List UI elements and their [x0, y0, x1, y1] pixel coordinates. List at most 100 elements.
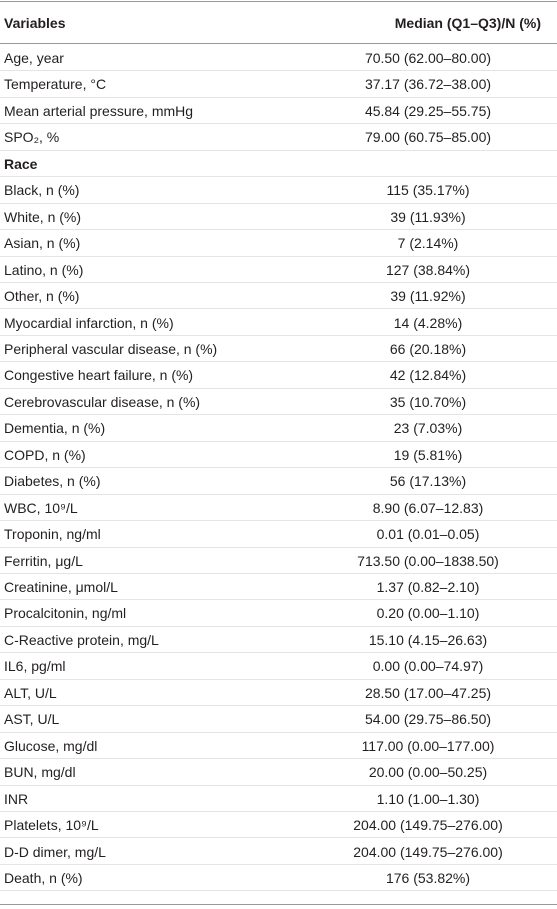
table-row: Procalcitonin, ng/ml 0.20 (0.00–1.10) [0, 599, 557, 627]
variable-cell: Troponin, ng/ml [4, 526, 101, 543]
table-row: Creatinine, μmol/L 1.37 (0.82–2.10) [0, 573, 557, 601]
table-row: Troponin, ng/ml 0.01 (0.01–0.05) [0, 520, 557, 548]
header-row: Variables Median (Q1–Q3)/N (%) [0, 2, 557, 44]
table-row: Ferritin, μg/L 713.50 (0.00–1838.50) [0, 547, 557, 574]
variable-cell: IL6, pg/ml [4, 658, 66, 675]
value-cell: 54.00 (29.75–86.50) [364, 711, 492, 728]
variable-cell: Mean arterial pressure, mmHg [4, 102, 194, 119]
variable-cell: Congestive heart failure, n (%) [4, 367, 194, 384]
value-cell: 1.37 (0.82–2.10) [376, 579, 480, 595]
header-cell: Median (Q1–Q3)/N (%) [394, 15, 541, 31]
table-row: Death, n (%) 176 (53.82%) [0, 864, 557, 892]
variable-cell: Platelets, 10⁹/L [4, 817, 99, 834]
variable-cell: Myocardial infarction, n (%) [4, 314, 174, 331]
value-cell: 56 (17.13%) [389, 473, 467, 490]
variable-cell: Creatinine, μmol/L [4, 579, 118, 595]
group-row: Race [0, 150, 557, 178]
value-cell: 0.01 (0.01–0.05) [376, 526, 480, 543]
value-cell: 8.90 (6.07–12.83) [372, 499, 484, 516]
value-cell: 45.84 (29.25–55.75) [364, 102, 492, 119]
table-row: IL6, pg/ml 0.00 (0.00–74.97) [0, 652, 557, 680]
value-cell: 19 (5.81%) [393, 446, 463, 463]
rule [0, 1, 557, 2]
table-row: AST, U/L 54.00 (29.75–86.50) [0, 705, 557, 733]
variable-cell: Asian, n (%) [4, 235, 81, 252]
value-cell: 20.00 (0.00–50.25) [368, 764, 488, 781]
variable-cell: Other, n (%) [4, 288, 80, 305]
variable-cell: Dementia, n (%) [4, 420, 106, 437]
variable-cell: Ferritin, μg/L [4, 552, 83, 569]
table-row: Platelets, 10⁹/L 204.00 (149.75–276.00) [0, 811, 557, 839]
table-row: Temperature, °C 37.17 (36.72–38.00) [0, 70, 557, 98]
table-row: Latino, n (%) 127 (38.84%) [0, 256, 557, 284]
value-cell: 204.00 (149.75–276.00) [353, 843, 503, 860]
value-cell: 37.17 (36.72–38.00) [364, 76, 492, 93]
variable-cell: BUN, mg/dl [4, 764, 76, 781]
table-row: White, n (%) 39 (11.93%) [0, 203, 557, 231]
value-cell: 713.50 (0.00–1838.50) [357, 552, 499, 569]
value-cell: 39 (11.92%) [390, 288, 466, 305]
table-row: Asian, n (%) 7 (2.14%) [0, 229, 557, 257]
variable-cell: Age, year [4, 50, 64, 66]
variable-cell: D-D dimer, mg/L [4, 843, 106, 860]
table-row: Dementia, n (%) 23 (7.03%) [0, 414, 557, 442]
table-row: C-Reactive protein, mg/L 15.10 (4.15–26.6… [0, 626, 557, 654]
table-row: Congestive heart failure, n (%) 42 (12.84… [0, 361, 557, 389]
variable-cell: Death, n (%) [4, 869, 83, 886]
table-row: INR 1.10 (1.00–1.30) [0, 785, 557, 813]
variable-cell: SPO₂, % [4, 129, 60, 146]
value-cell: 117.00 (0.00–177.00) [361, 737, 495, 754]
table-row: Other, n (%) 39 (11.92%) [0, 282, 557, 310]
table-row: Cerebrovascular disease, n (%) 35 (10.70%… [0, 388, 557, 416]
value-cell: 23 (7.03%) [393, 420, 463, 437]
value-cell: 42 (12.84%) [389, 367, 467, 384]
value-cell: 70.50 (62.00–80.00) [364, 50, 492, 66]
value-cell: 127 (38.84%) [385, 261, 471, 278]
table-row: Peripheral vascular disease, n (%) 66 (20… [0, 335, 557, 363]
variable-cell: Temperature, °C [4, 76, 107, 93]
variable-cell: Latino, n (%) [4, 261, 84, 278]
value-cell: 14 (4.28%) [393, 314, 463, 331]
table-row: BUN, mg/dl 20.00 (0.00–50.25) [0, 758, 557, 786]
value-cell: 66 (20.18%) [389, 340, 467, 357]
variable-cell: Black, n (%) [4, 182, 80, 199]
value-cell: 176 (53.82%) [385, 869, 471, 886]
variable-cell: Glucose, mg/dl [4, 737, 98, 754]
variable-cell: C-Reactive protein, mg/L [4, 631, 159, 648]
value-cell: 204.00 (149.75–276.00) [353, 817, 503, 834]
variable-cell: COPD, n (%) [4, 446, 86, 463]
value-cell: 15.10 (4.15–26.63) [368, 631, 488, 648]
table-row: Myocardial infarction, n (%) 14 (4.28%) [0, 309, 557, 336]
variable-cell: Diabetes, n (%) [4, 473, 101, 490]
value-cell: 28.50 (17.00–47.25) [364, 684, 492, 701]
value-cell: 115 (35.17%) [386, 182, 470, 199]
variable-cell: INR [4, 790, 29, 807]
value-cell: 39 (11.93%) [390, 208, 466, 225]
table-row: D-D dimer, mg/L 204.00 (149.75–276.00) [0, 838, 557, 865]
table-row: SPO₂, % 79.00 (60.75–85.00) [0, 123, 557, 151]
variable-cell: Cerebrovascular disease, n (%) [4, 393, 201, 410]
table-row: Black, n (%) 115 (35.17%) [0, 176, 557, 204]
variable-cell: AST, U/L [4, 711, 60, 728]
value-cell: 35 (10.70%) [389, 393, 467, 410]
table-row: Diabetes, n (%) 56 (17.13%) [0, 467, 557, 495]
value-cell: 1.10 (1.00–1.30) [376, 790, 480, 807]
table-row: WBC, 10⁹/L 8.90 (6.07–12.83) [0, 494, 557, 522]
header-cell: Variables [4, 15, 66, 31]
variable-cell: Race [4, 155, 38, 172]
rule [0, 904, 557, 905]
table-row: Glucose, mg/dl 117.00 (0.00–177.00) [0, 732, 557, 760]
table-row: Mean arterial pressure, mmHg 45.84 (29.25… [0, 97, 557, 125]
variable-cell: Procalcitonin, ng/ml [4, 605, 127, 622]
variable-cell: White, n (%) [4, 208, 82, 225]
table-row: Age, year 70.50 (62.00–80.00) [0, 44, 557, 72]
table-row: ALT, U/L 28.50 (17.00–47.25) [0, 679, 557, 707]
variable-cell: Peripheral vascular disease, n (%) [4, 340, 218, 357]
table-row: COPD, n (%) 19 (5.81%) [0, 441, 557, 469]
value-cell: 7 (2.14%) [397, 235, 459, 252]
value-cell: 0.00 (0.00–74.97) [372, 658, 484, 675]
value-cell: 0.20 (0.00–1.10) [376, 605, 480, 622]
variable-cell: ALT, U/L [4, 684, 57, 701]
